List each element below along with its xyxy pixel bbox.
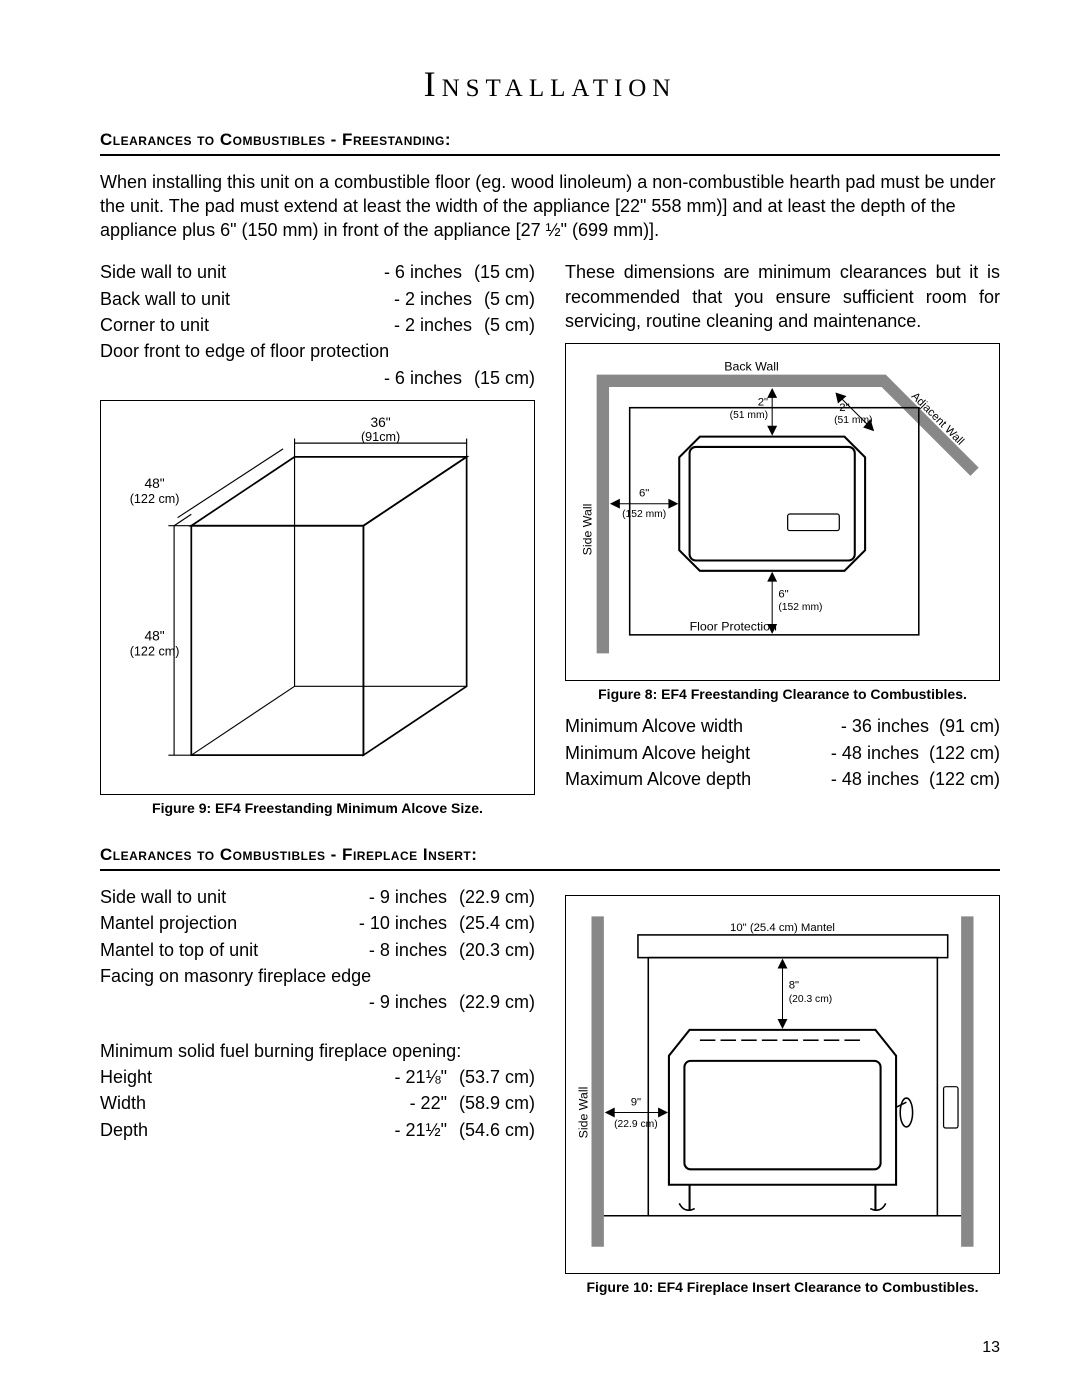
clearance-label: Mantel projection [100, 911, 347, 935]
fig10-side-wall: Side Wall [576, 1087, 590, 1139]
clearance-inches: - 48 inches [831, 767, 919, 791]
clearance-row: Mantel projection - 10 inches (25.4 cm) [100, 911, 535, 935]
clearance-label: Minimum Alcove height [565, 741, 821, 765]
clearance-inches: - 21½" [395, 1118, 447, 1142]
clearance-cm: (54.6 cm) [459, 1118, 535, 1142]
fig10-top-dim: 8" [789, 980, 799, 992]
clearance-cm: (5 cm) [484, 313, 535, 337]
clearance-cm: (25.4 cm) [459, 911, 535, 935]
alcove-diagram: 36" (91cm) 48" (122 cm) 48" (122 cm) [111, 411, 524, 778]
clearance-inches: - 6 inches [384, 260, 462, 284]
clearance-inches: - 48 inches [831, 741, 919, 765]
clearance-cm: (22.9 cm) [459, 885, 535, 909]
section-header-insert: Clearances to Combustibles - Fireplace I… [100, 844, 1000, 871]
fig10-side-dim: 9" [631, 1096, 641, 1108]
clearance-label: Mantel to top of unit [100, 938, 357, 962]
clearance-cm: (20.3 cm) [459, 938, 535, 962]
clearance-row: Side wall to unit - 9 inches (22.9 cm) [100, 885, 535, 909]
facing-cm: (22.9 cm) [459, 990, 535, 1014]
fig8-bottom-dim-mm: (152 mm) [778, 602, 822, 613]
fig8-top1: 2" [758, 397, 768, 409]
clearance-row: Minimum Alcove width - 36 inches (91 cm) [565, 714, 1000, 738]
clearance-cm: (15 cm) [474, 260, 535, 284]
fig8-top1mm: (51 mm) [730, 410, 768, 421]
clearance-row: Mantel to top of unit - 8 inches (20.3 cm) [100, 938, 535, 962]
door-front-cm: (15 cm) [474, 366, 535, 390]
clearance-row: Minimum Alcove height - 48 inches (122 cm) [565, 741, 1000, 765]
fig9-depth: 48" [145, 628, 165, 643]
clearance-inches: - 36 inches [841, 714, 929, 738]
section-header-freestanding: Clearances to Combustibles - Freestandin… [100, 129, 1000, 156]
clearance-label: Depth [100, 1118, 383, 1142]
facing-label: Facing on masonry fireplace edge [100, 964, 535, 988]
opening-specs-list: Height - 21⅛" (53.7 cm) Width - 22" (58.9 cm)… [100, 1065, 535, 1142]
clearance-inches: - 10 inches [359, 911, 447, 935]
door-front-label: Door front to edge of floor protection [100, 339, 535, 363]
clearance-label: Minimum Alcove width [565, 714, 831, 738]
insert-clearance-list: Side wall to unit- 9 inches(22.9 cm)Mant… [100, 885, 535, 962]
freestanding-clearance-list: Side wall to unit - 6 inches (15 cm) Back w… [100, 260, 535, 337]
clearance-cm: (5 cm) [484, 287, 535, 311]
clearance-row: Side wall to unit - 6 inches (15 cm) [100, 260, 535, 284]
clearance-cm: (58.9 cm) [459, 1091, 535, 1115]
clearance-cm: (122 cm) [929, 741, 1000, 765]
clearance-diagram: Back Wall Side Wall Adjacent Wall Floor … [576, 354, 989, 664]
clearance-cm: (91 cm) [939, 714, 1000, 738]
figure-10-caption: Figure 10: EF4 Fireplace Insert Clearanc… [565, 1278, 1000, 1297]
clearance-cm: (122 cm) [929, 767, 1000, 791]
clearance-label: Side wall to unit [100, 885, 357, 909]
clearance-row: Maximum Alcove depth - 48 inches (122 cm) [565, 767, 1000, 791]
fig8-side-dim-mm: (152 mm) [622, 509, 666, 520]
fig10-top-dim-cm: (20.3 cm) [789, 994, 833, 1005]
fig9-height-cm: (122 cm) [130, 492, 180, 506]
intro-paragraph: When installing this unit on a combustib… [100, 170, 1000, 243]
clearance-label: Maximum Alcove depth [565, 767, 821, 791]
fig8-side-dim: 6" [639, 488, 649, 500]
fig8-side-wall: Side Wall [580, 504, 594, 556]
fig8-back-wall: Back Wall [724, 360, 779, 374]
clearance-label: Height [100, 1065, 383, 1089]
clearance-inches: - 2 inches [394, 287, 472, 311]
figure-8-box: Back Wall Side Wall Adjacent Wall Floor … [565, 343, 1000, 681]
clearance-inches: - 8 inches [369, 938, 447, 962]
figure-9-caption: Figure 9: EF4 Freestanding Minimum Alcov… [100, 799, 535, 818]
clearance-label: Width [100, 1091, 398, 1115]
fig10-mantel: 10" (25.4 cm) Mantel [730, 922, 835, 934]
facing-inches: - 9 inches [369, 990, 447, 1014]
clearance-row: Back wall to unit - 2 inches (5 cm) [100, 287, 535, 311]
door-front-inches: - 6 inches [384, 366, 462, 390]
figure-10-box: 10" (25.4 cm) Mantel 8" (20.3 cm) Side W… [565, 895, 1000, 1274]
clearance-label: Corner to unit [100, 313, 382, 337]
opening-header: Minimum solid fuel burning fireplace ope… [100, 1039, 535, 1063]
clearance-row: Height - 21⅛" (53.7 cm) [100, 1065, 535, 1089]
clearance-inches: - 2 inches [394, 313, 472, 337]
insert-diagram: 10" (25.4 cm) Mantel 8" (20.3 cm) Side W… [576, 906, 989, 1257]
fig8-top2: 2" [839, 402, 849, 414]
figure-8-caption: Figure 8: EF4 Freestanding Clearance to … [565, 685, 1000, 704]
clearance-note: These dimensions are minimum clearances … [565, 260, 1000, 333]
clearance-inches: - 9 inches [369, 885, 447, 909]
clearance-row: Corner to unit - 2 inches (5 cm) [100, 313, 535, 337]
clearance-label: Back wall to unit [100, 287, 382, 311]
clearance-inches: - 21⅛" [395, 1065, 447, 1089]
fig8-floor-protection: Floor Protection [690, 620, 777, 634]
figure-9-box: 36" (91cm) 48" (122 cm) 48" (122 cm) [100, 400, 535, 795]
clearance-label: Side wall to unit [100, 260, 372, 284]
fig10-side-dim-cm: (22.9 cm) [614, 1119, 658, 1130]
fig8-bottom-dim: 6" [778, 589, 788, 601]
fig9-height: 48" [145, 476, 165, 491]
alcove-specs-list: Minimum Alcove width- 36 inches(91 cm)Mi… [565, 714, 1000, 791]
clearance-cm: (53.7 cm) [459, 1065, 535, 1089]
clearance-row: Width - 22" (58.9 cm) [100, 1091, 535, 1115]
fig9-width-cm: (91cm) [361, 430, 400, 444]
page-number: 13 [100, 1337, 1000, 1359]
clearance-inches: - 22" [410, 1091, 447, 1115]
fig9-depth-cm: (122 cm) [130, 644, 180, 658]
clearance-row: Depth - 21½" (54.6 cm) [100, 1118, 535, 1142]
page-title: Installation [100, 60, 1000, 109]
fig9-width: 36" [371, 415, 391, 430]
fig8-top2mm: (51 mm) [834, 415, 872, 426]
